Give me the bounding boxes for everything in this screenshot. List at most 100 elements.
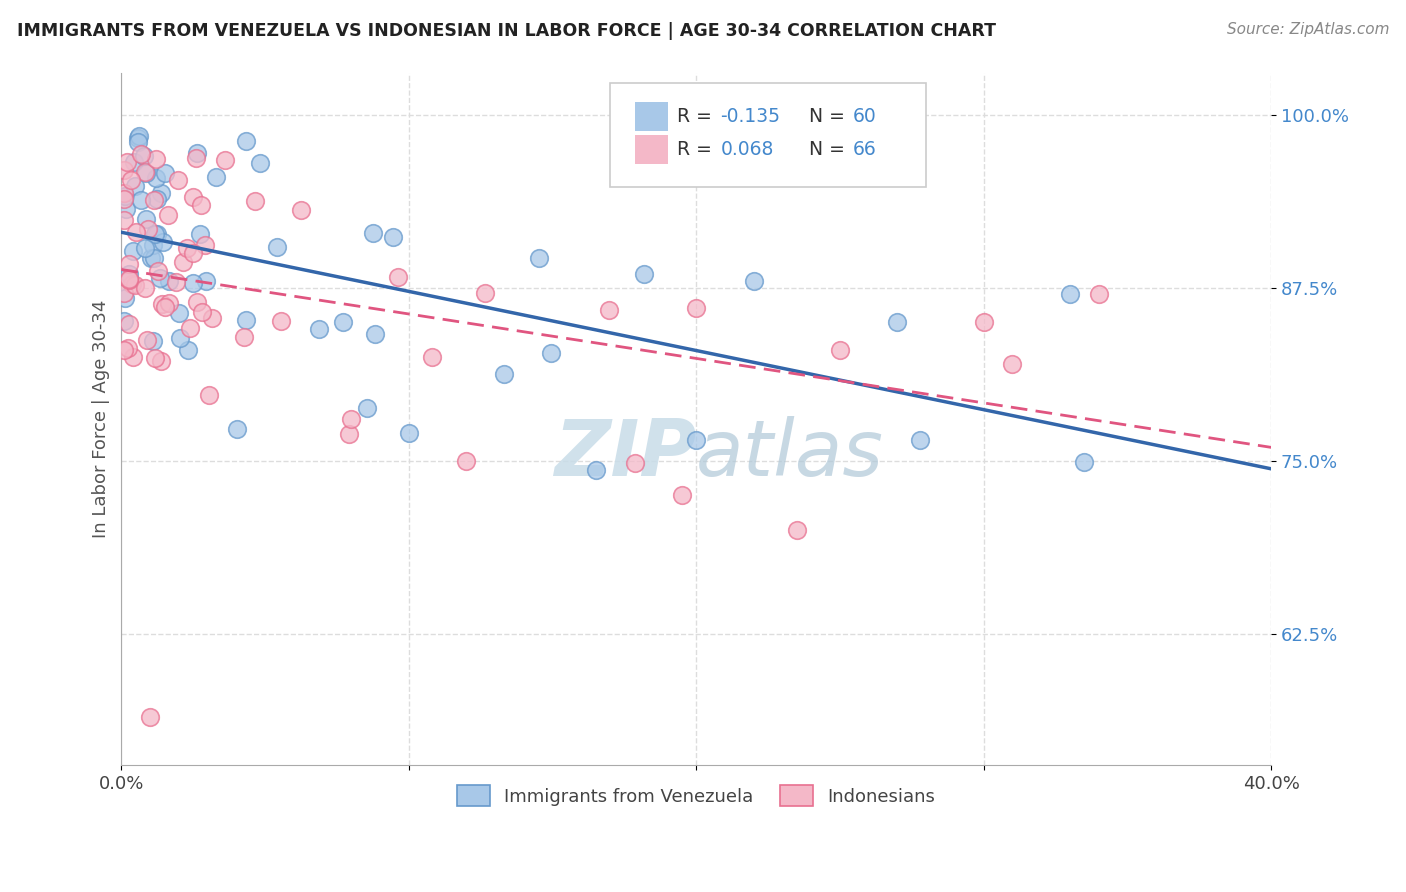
Point <box>474 285 496 300</box>
Point <box>337 426 360 441</box>
Point <box>598 303 620 318</box>
Point <box>685 433 707 447</box>
Point <box>146 227 169 241</box>
Point <box>828 343 851 357</box>
Point <box>152 235 174 250</box>
Point <box>141 251 163 265</box>
Point <box>122 244 145 258</box>
Point <box>114 188 136 202</box>
Point <box>135 333 157 347</box>
Point <box>169 331 191 345</box>
Point <box>146 192 169 206</box>
Point <box>112 186 135 200</box>
Point <box>194 238 217 252</box>
Point <box>235 312 257 326</box>
Text: 66: 66 <box>852 140 876 159</box>
Point <box>290 202 312 217</box>
Point <box>540 346 562 360</box>
Text: ZIP: ZIP <box>554 416 696 491</box>
Point <box>364 327 387 342</box>
Point <box>114 202 136 217</box>
Point <box>121 350 143 364</box>
Point <box>387 270 409 285</box>
Point <box>121 277 143 291</box>
Point <box>134 165 156 179</box>
Point <box>585 463 607 477</box>
Point <box>398 425 420 440</box>
Text: R =: R = <box>676 140 717 159</box>
FancyBboxPatch shape <box>636 102 668 131</box>
Point <box>117 155 139 169</box>
Point <box>127 135 149 149</box>
Point <box>135 166 157 180</box>
Point <box>184 152 207 166</box>
Point <box>124 278 146 293</box>
Point <box>118 257 141 271</box>
Y-axis label: In Labor Force | Age 30-34: In Labor Force | Age 30-34 <box>93 300 110 538</box>
Point <box>456 453 478 467</box>
Point <box>340 412 363 426</box>
Point <box>214 153 236 168</box>
Text: IMMIGRANTS FROM VENEZUELA VS INDONESIAN IN LABOR FORCE | AGE 30-34 CORRELATION C: IMMIGRANTS FROM VENEZUELA VS INDONESIAN … <box>17 22 995 40</box>
Point <box>308 322 330 336</box>
Point <box>188 227 211 241</box>
Point <box>165 275 187 289</box>
Point <box>112 314 135 328</box>
Point <box>122 155 145 169</box>
Point <box>136 221 159 235</box>
Point <box>142 238 165 252</box>
Point <box>172 255 194 269</box>
Text: 60: 60 <box>852 107 876 126</box>
Point <box>143 194 166 208</box>
Point <box>671 488 693 502</box>
Point <box>332 315 354 329</box>
Point <box>270 314 292 328</box>
Point <box>156 208 179 222</box>
Text: 0.068: 0.068 <box>720 140 773 159</box>
Point <box>494 367 516 381</box>
Point <box>356 401 378 415</box>
Point <box>191 305 214 319</box>
Point <box>786 523 808 537</box>
Point <box>143 351 166 366</box>
Point <box>124 178 146 193</box>
Point <box>118 267 141 281</box>
Point <box>118 317 141 331</box>
Point <box>742 274 765 288</box>
Point <box>114 291 136 305</box>
FancyBboxPatch shape <box>610 83 927 187</box>
Point <box>361 226 384 240</box>
Point <box>150 186 173 200</box>
Point <box>118 272 141 286</box>
Point <box>139 710 162 724</box>
Point <box>181 245 204 260</box>
Point <box>179 321 201 335</box>
Point <box>155 165 177 179</box>
Point <box>112 343 135 357</box>
Point <box>190 198 212 212</box>
Point <box>157 275 180 289</box>
Text: atlas: atlas <box>696 416 884 491</box>
Point <box>127 131 149 145</box>
Point <box>118 273 141 287</box>
Point <box>177 343 200 357</box>
Point <box>145 171 167 186</box>
Point <box>1059 287 1081 301</box>
Point <box>167 306 190 320</box>
Point <box>128 129 150 144</box>
Point <box>266 240 288 254</box>
Point <box>112 212 135 227</box>
Text: R =: R = <box>676 107 717 126</box>
Point <box>186 295 208 310</box>
Point <box>153 301 176 315</box>
Point <box>886 315 908 329</box>
Text: N =: N = <box>808 140 851 159</box>
Point <box>150 296 173 310</box>
Point <box>235 134 257 148</box>
Point <box>112 163 135 178</box>
Point <box>149 271 172 285</box>
Point <box>243 194 266 208</box>
Point <box>143 227 166 242</box>
Point <box>112 286 135 301</box>
Point <box>527 251 550 265</box>
